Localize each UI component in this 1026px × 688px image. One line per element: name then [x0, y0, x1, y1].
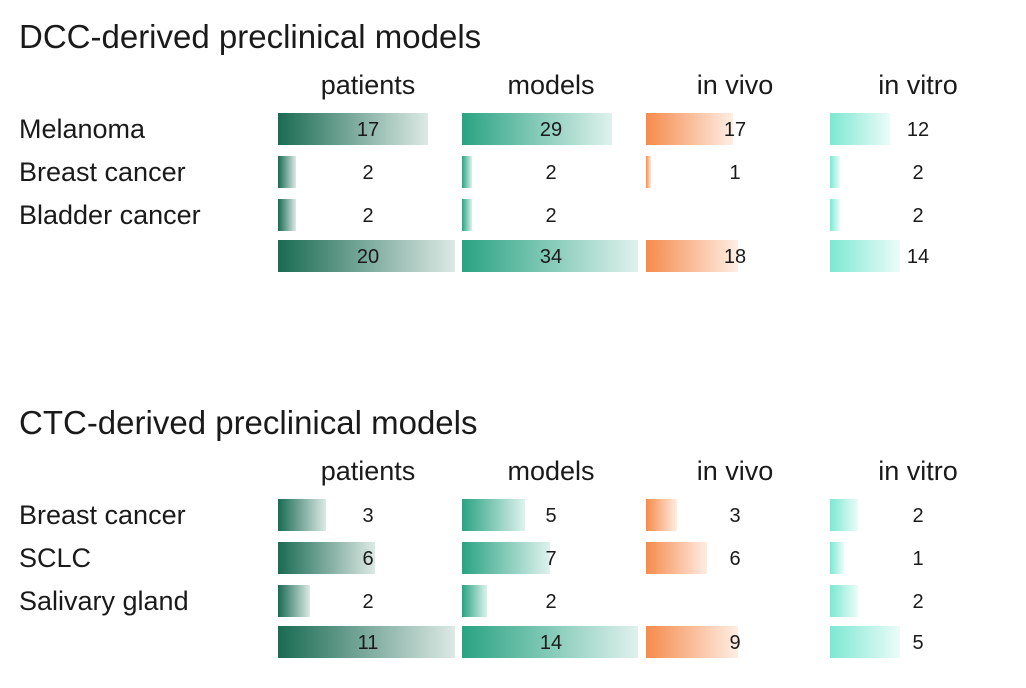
- bar-patients: [278, 113, 429, 145]
- bar-value-label: 2: [545, 162, 557, 184]
- bar-value-label: 2: [545, 591, 557, 613]
- bar-models: [462, 542, 550, 574]
- bar-patients: [278, 240, 455, 272]
- column-header-in-vivo: in vivo: [696, 70, 774, 100]
- bar-value-label: 18: [723, 246, 747, 268]
- bar-value-label: 3: [362, 505, 374, 527]
- bar-patients: [278, 626, 455, 658]
- row-label: SCLC: [19, 543, 92, 573]
- bar-value-label: 17: [356, 119, 380, 141]
- bar-value-label: 2: [912, 205, 924, 227]
- bar-value-label: 2: [362, 205, 374, 227]
- bar-value-label: 20: [356, 246, 380, 268]
- bar-in-vitro: [830, 199, 840, 231]
- row-label: Breast cancer: [19, 157, 186, 187]
- column-header-in-vitro: in vitro: [878, 70, 958, 100]
- bar-value-label: 9: [729, 632, 741, 654]
- bar-in-vivo: [646, 542, 708, 574]
- bar-value-label: 3: [729, 505, 741, 527]
- column-header-in-vivo: in vivo: [696, 456, 774, 486]
- bar-models: [462, 156, 473, 188]
- bar-in-vitro: [830, 585, 858, 617]
- bar-value-label: 14: [539, 632, 563, 654]
- bar-patients: [278, 585, 311, 617]
- column-header-patients: patients: [320, 70, 416, 100]
- bar-value-label: 1: [729, 162, 741, 184]
- bar-in-vivo: [646, 113, 733, 145]
- bar-value-label: 2: [362, 591, 374, 613]
- bar-patients: [278, 499, 327, 531]
- bar-models: [462, 113, 613, 145]
- bar-value-label: 2: [912, 591, 924, 613]
- bar-value-label: 29: [539, 119, 563, 141]
- bar-value-label: 6: [362, 548, 374, 570]
- bar-value-label: 34: [539, 246, 563, 268]
- bar-in-vitro: [830, 499, 858, 531]
- bar-value-label: 5: [912, 632, 924, 654]
- bar-patients: [278, 542, 375, 574]
- bar-value-label: 7: [545, 548, 557, 570]
- bar-value-label: 2: [362, 162, 374, 184]
- section-title: CTC-derived preclinical models: [19, 404, 478, 441]
- row-label: Breast cancer: [19, 500, 186, 530]
- bar-models: [462, 499, 525, 531]
- column-header-models: models: [507, 70, 595, 100]
- bar-in-vivo: [646, 499, 677, 531]
- bar-in-vivo: [646, 626, 738, 658]
- bar-value-label: 1: [912, 548, 924, 570]
- section-title: DCC-derived preclinical models: [19, 18, 482, 55]
- bar-value-label: 5: [545, 505, 557, 527]
- bar-in-vivo: [646, 240, 738, 272]
- column-header-models: models: [507, 456, 595, 486]
- column-header-patients: patients: [320, 456, 416, 486]
- bar-value-label: 12: [906, 119, 930, 141]
- bar-models: [462, 199, 473, 231]
- bar-in-vitro: [830, 240, 900, 272]
- bar-models: [462, 585, 488, 617]
- row-label: Bladder cancer: [19, 200, 201, 230]
- bar-in-vitro: [830, 626, 900, 658]
- bar-value-label: 14: [906, 246, 930, 268]
- bar-models: [462, 626, 638, 658]
- bar-in-vivo: [646, 156, 652, 188]
- bar-value-label: 11: [357, 632, 379, 654]
- bar-value-label: 2: [912, 162, 924, 184]
- bar-patients: [278, 156, 296, 188]
- row-label: Salivary gland: [19, 586, 189, 616]
- bar-value-label: 17: [723, 119, 747, 141]
- bar-value-label: 6: [729, 548, 741, 570]
- bar-value-label: 2: [912, 505, 924, 527]
- bar-in-vitro: [830, 156, 840, 188]
- bar-in-vitro: [830, 542, 844, 574]
- bar-in-vitro: [830, 113, 890, 145]
- column-header-in-vitro: in vitro: [878, 456, 958, 486]
- row-label: Melanoma: [19, 114, 146, 144]
- bar-value-label: 2: [545, 205, 557, 227]
- bar-models: [462, 240, 638, 272]
- bar-patients: [278, 199, 296, 231]
